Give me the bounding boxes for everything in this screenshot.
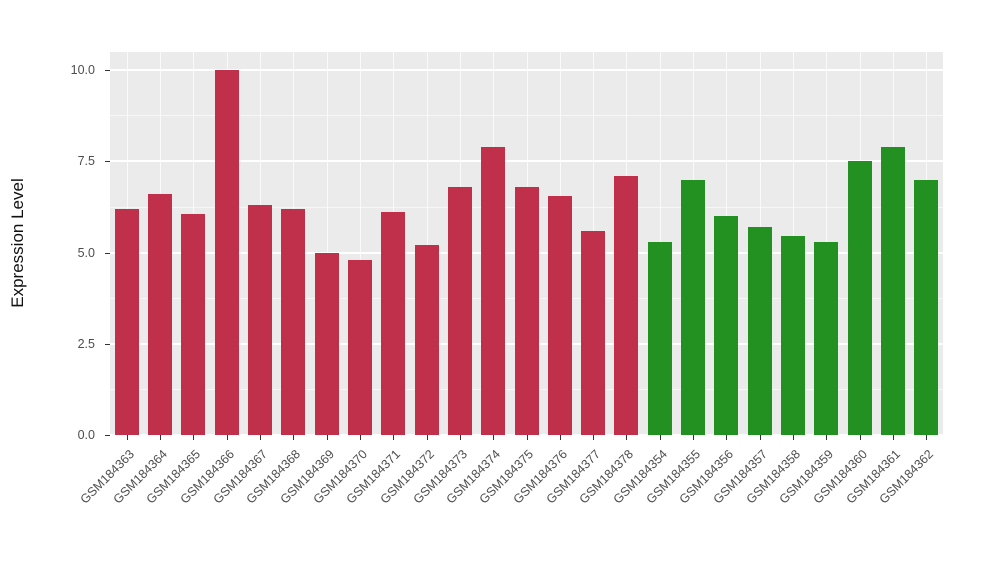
x-tick-mark xyxy=(427,435,428,440)
bar xyxy=(714,216,738,435)
y-tick-mark xyxy=(105,70,110,72)
bar xyxy=(748,227,772,435)
bar xyxy=(115,209,139,435)
bar xyxy=(248,205,272,435)
bar xyxy=(281,209,305,435)
x-tick-mark xyxy=(726,435,727,440)
bar xyxy=(648,242,672,435)
bar xyxy=(881,147,905,435)
y-tick-label: 5.0 xyxy=(77,245,95,260)
x-tick-mark xyxy=(193,435,194,440)
y-tick-label: 0.0 xyxy=(77,428,95,442)
bar xyxy=(148,194,172,435)
bar xyxy=(215,70,239,435)
y-tick-mark xyxy=(105,252,110,254)
x-tick-mark xyxy=(260,435,261,440)
y-tick-label: 2.5 xyxy=(77,336,95,351)
x-tick-mark xyxy=(593,435,594,440)
major-gridline xyxy=(110,434,943,436)
vertical-gridline xyxy=(360,52,361,435)
bar xyxy=(415,245,439,435)
vertical-gridline xyxy=(427,52,428,435)
x-tick-mark xyxy=(327,435,328,440)
x-tick-mark xyxy=(493,435,494,440)
x-tick-mark xyxy=(560,435,561,440)
bar xyxy=(315,253,339,435)
x-tick-mark xyxy=(227,435,228,440)
major-gridline xyxy=(110,160,943,163)
bar xyxy=(481,147,505,435)
x-tick-mark xyxy=(760,435,761,440)
x-tick-mark xyxy=(293,435,294,440)
bar xyxy=(914,180,938,435)
x-tick-mark xyxy=(460,435,461,440)
x-tick-mark xyxy=(826,435,827,440)
y-tick-mark xyxy=(105,343,110,345)
vertical-gridline xyxy=(327,52,328,435)
bar xyxy=(448,187,472,435)
minor-gridline xyxy=(110,115,943,117)
x-tick-mark xyxy=(626,435,627,440)
x-tick-mark xyxy=(660,435,661,440)
x-tick-mark xyxy=(693,435,694,440)
bar xyxy=(548,196,572,435)
bar xyxy=(814,242,838,435)
y-tick-label: 7.5 xyxy=(77,154,95,169)
plot-panel xyxy=(105,52,943,440)
bar xyxy=(181,214,205,435)
y-axis-ticks: 0.0 2.5 5.0 7.5 10.0 xyxy=(0,52,104,442)
bar xyxy=(848,161,872,435)
x-tick-mark xyxy=(127,435,128,440)
x-tick-mark xyxy=(893,435,894,440)
x-tick-mark xyxy=(793,435,794,440)
x-axis-ticks: GSM184363 GSM184364 GSM184365 GSM184366 GSM1… xyxy=(77,437,943,567)
x-tick-mark xyxy=(393,435,394,440)
y-tick-mark xyxy=(105,161,110,163)
bar xyxy=(614,176,638,435)
bar xyxy=(515,187,539,435)
bar xyxy=(581,231,605,435)
y-tick-label: 10.0 xyxy=(70,63,95,78)
bar xyxy=(348,260,372,435)
x-tick-mark xyxy=(860,435,861,440)
bar xyxy=(781,236,805,435)
x-tick-mark xyxy=(160,435,161,440)
bar xyxy=(681,180,705,435)
y-tick-mark xyxy=(105,435,110,436)
major-gridline xyxy=(110,69,943,72)
x-tick-mark xyxy=(360,435,361,440)
x-tick-mark xyxy=(527,435,528,440)
x-tick-mark xyxy=(926,435,927,440)
bar xyxy=(381,212,405,435)
